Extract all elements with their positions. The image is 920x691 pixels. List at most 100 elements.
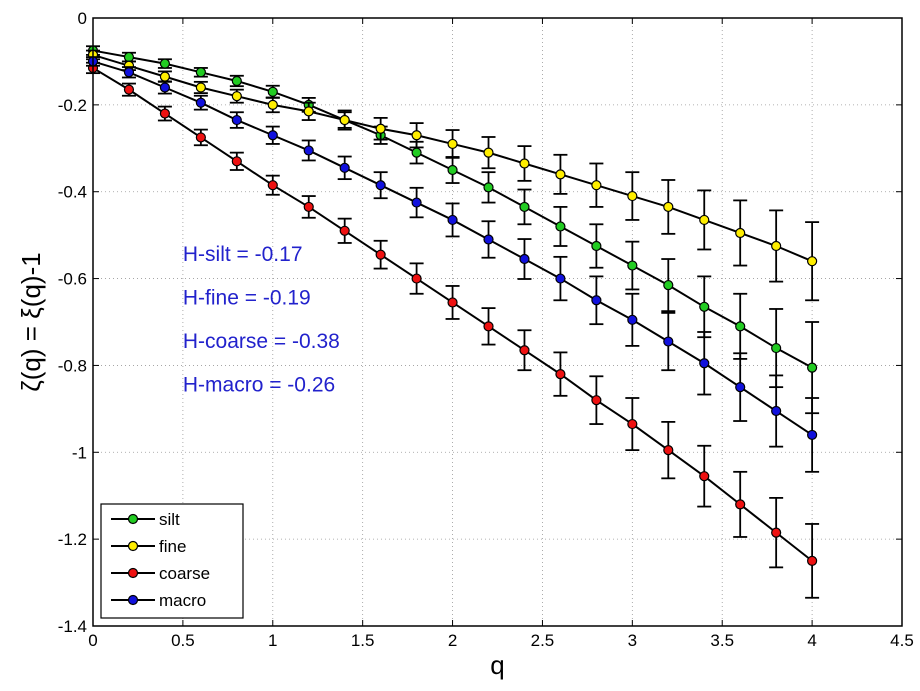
data-point-coarse [411,273,422,284]
data-point-silt [555,221,566,232]
annotation-0: H-silt = -0.17 [183,243,303,266]
data-point-silt [195,67,206,78]
data-point-macro [483,234,494,245]
data-point-fine [555,169,566,180]
x-tick-label: 1.5 [351,631,375,650]
y-tick-label: -1.4 [58,617,87,636]
legend: silt fine coarse macro [100,503,244,619]
data-point-silt [663,279,674,291]
data-point-coarse [807,555,818,566]
data-point-macro [555,273,566,284]
data-point-fine [591,180,602,191]
data-point-macro [411,197,422,208]
data-point-silt [771,342,782,354]
annotation-3: H-macro = -0.26 [183,373,335,396]
x-tick-label: 0 [88,631,97,650]
x-tick-label: 4.5 [890,631,914,650]
data-point-macro [771,405,782,417]
data-point-fine [519,158,530,169]
legend-label-macro: macro [159,591,206,610]
data-point-fine [231,91,242,102]
data-point-coarse [447,297,458,308]
data-point-macro [699,358,710,369]
y-tick-label: -0.4 [58,183,87,202]
annotation-2: H-coarse = -0.38 [183,330,340,353]
data-point-fine [771,240,782,252]
data-point-fine [735,227,746,239]
legend-marker-silt [127,513,139,525]
data-point-macro [375,180,386,191]
data-point-coarse [627,418,638,430]
data-point-coarse [339,225,350,236]
data-point-macro [447,214,458,226]
data-point-silt [591,240,602,252]
data-point-macro [807,429,818,441]
data-point-coarse [267,180,278,191]
data-point-fine [483,147,494,158]
series-coarse [86,61,820,599]
data-point-macro [735,382,746,393]
data-point-fine [303,106,314,117]
data-point-macro [231,114,242,126]
data-point-silt [411,147,422,158]
series-silt [86,45,820,415]
data-point-coarse [303,201,314,213]
data-point-fine [159,71,171,82]
legend-label-coarse: coarse [159,564,210,583]
data-point-fine [663,201,674,213]
x-tick-label: 4 [807,631,816,650]
data-point-silt [267,86,278,97]
data-point-macro [663,336,674,347]
data-point-silt [735,321,746,332]
annotation-1: H-fine = -0.19 [183,287,311,310]
y-axis-label: ζ(q) = ξ(q)-1 [16,252,46,391]
y-tick-label: -1 [72,443,87,462]
data-point-silt [699,301,710,312]
legend-marker-macro [127,594,139,606]
data-point-macro [267,130,278,141]
y-tick-label: 0 [78,9,87,28]
x-tick-label: 2.5 [531,631,555,650]
x-tick-label: 3 [628,631,637,650]
data-point-silt [807,362,818,373]
legend-marker-coarse [127,567,139,579]
data-point-silt [627,260,638,271]
data-point-fine [699,214,710,226]
y-tick-label: -0.2 [58,96,87,115]
annotations: H-silt = -0.17 H-fine = -0.19 H-coarse = -… [183,243,340,396]
data-point-fine [375,123,386,134]
data-point-fine [807,256,818,267]
data-point-fine [447,138,458,150]
y-tick-label: -0.6 [58,270,87,289]
legend-label-fine: fine [159,537,186,556]
data-point-silt [519,201,530,213]
data-point-fine [195,82,206,93]
ticks: 0 0.5 1 1.5 2 2.5 3 3.5 4 4.5 0 -0.2 -0.4 -0.6 -0.8 -1 -… [58,9,914,650]
data-point-coarse [555,369,566,380]
data-point-silt [159,58,171,69]
data-point-coarse [699,471,710,482]
data-point-coarse [123,84,135,95]
data-point-fine [267,99,278,110]
data-point-coarse [663,445,674,456]
data-point-fine [627,190,638,202]
y-tick-label: -0.8 [58,356,87,375]
x-tick-label: 0.5 [171,631,195,650]
data-point-silt [123,51,135,63]
data-point-macro [519,253,530,265]
data-point-coarse [231,156,242,167]
x-tick-label: 2 [448,631,457,650]
data-point-fine [411,130,422,141]
data-point-macro [195,97,206,108]
data-point-coarse [735,499,746,510]
data-point-macro [591,295,602,306]
y-tick-label: -1.2 [58,530,87,549]
data-point-coarse [483,321,494,332]
x-axis-label: q [490,650,504,680]
series-layer [86,45,820,599]
data-point-silt [447,164,458,176]
series-macro [86,56,820,473]
x-tick-label: 3.5 [710,631,734,650]
